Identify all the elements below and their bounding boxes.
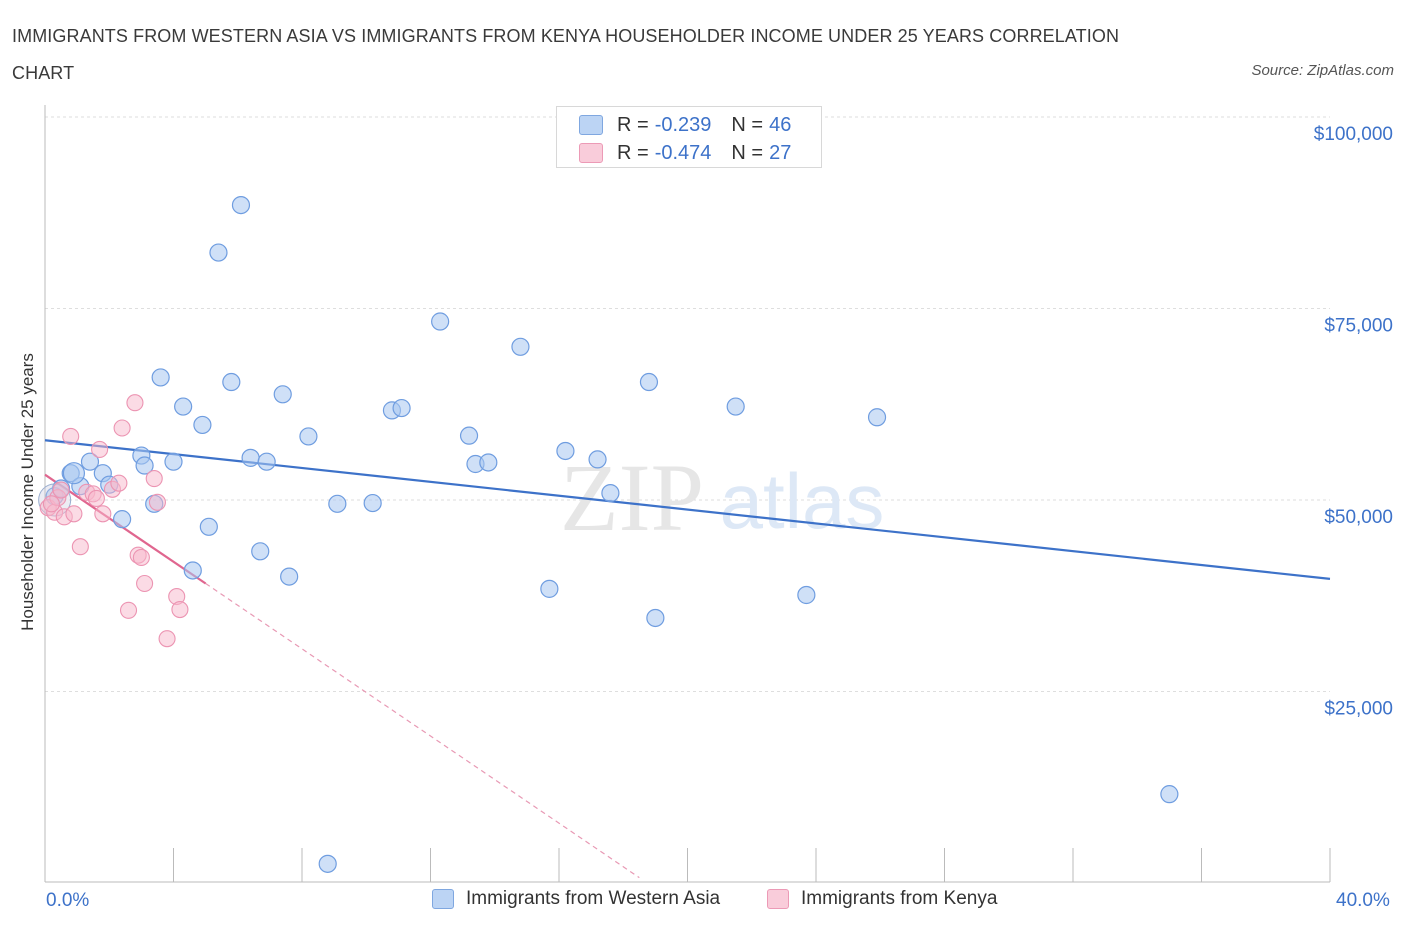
y-tick-label: $50,000: [1324, 507, 1393, 528]
data-point-kenya: [62, 427, 80, 445]
legend-r-value: -0.474: [654, 141, 712, 164]
data-point-western-asia: [328, 494, 347, 513]
data-point-kenya: [136, 574, 154, 593]
data-point-kenya: [171, 600, 189, 619]
legend-n-value: 27: [769, 141, 792, 164]
data-point-western-asia: [209, 243, 228, 262]
data-point-kenya: [158, 630, 176, 648]
data-point-kenya: [113, 419, 131, 437]
watermark-atlas: atlas: [720, 457, 885, 545]
data-point-western-asia: [193, 415, 212, 435]
data-point-western-asia: [257, 452, 276, 471]
data-point-kenya: [42, 495, 60, 513]
legend-swatch-blue: [432, 889, 454, 909]
data-point-kenya: [87, 489, 105, 508]
data-point-kenya: [132, 548, 150, 567]
legend-n-label: N =: [731, 141, 764, 164]
x-tick-min: 0.0%: [46, 890, 90, 911]
data-point-western-asia: [459, 426, 479, 445]
legend-r-label: R =: [617, 141, 649, 164]
chart-title: IMMIGRANTS FROM WESTERN ASIA VS IMMIGRAN…: [12, 26, 1120, 83]
legend-item-western-asia: Immigrants from Western Asia: [432, 888, 720, 910]
data-point-western-asia: [80, 452, 100, 471]
legend-r-value: -0.239: [654, 113, 712, 136]
data-point-western-asia: [273, 385, 292, 404]
data-point-western-asia: [199, 517, 218, 536]
data-point-western-asia: [222, 372, 241, 392]
legend-n-value: 46: [769, 113, 792, 136]
data-point-western-asia: [392, 398, 411, 418]
data-point-western-asia: [511, 337, 530, 356]
series-western-asia: [38, 195, 1179, 873]
data-point-western-asia: [431, 312, 450, 331]
data-point-kenya: [71, 538, 89, 556]
data-point-western-asia: [1160, 785, 1179, 804]
data-point-western-asia: [639, 372, 659, 392]
data-point-western-asia: [540, 579, 559, 598]
axes: [44, 105, 1331, 883]
data-point-western-asia: [135, 456, 154, 475]
series-legend: Immigrants from Western Asia Immigrants …: [0, 888, 1406, 916]
x-tick-max: 40.0%: [1336, 890, 1390, 911]
data-point-western-asia: [280, 567, 299, 586]
y-tick-label: $100,000: [1314, 124, 1393, 145]
y-tick-label: $25,000: [1324, 699, 1393, 720]
legend-label-kenya: Immigrants from Kenya: [801, 888, 998, 909]
data-point-western-asia: [174, 397, 193, 416]
data-point-kenya: [65, 505, 83, 523]
legend-row-kenya: R = -0.474 N = 27: [579, 141, 791, 165]
data-point-western-asia: [363, 493, 382, 513]
data-point-western-asia: [151, 368, 170, 387]
data-point-western-asia: [112, 510, 132, 529]
data-point-western-asia: [231, 195, 251, 215]
series-kenya: [39, 394, 189, 648]
legend-row-western-asia: R = -0.239 N = 46: [579, 113, 791, 137]
y-tick-label: $75,000: [1324, 316, 1393, 337]
data-point-kenya: [52, 481, 70, 499]
data-point-western-asia: [867, 408, 887, 427]
data-point-western-asia: [646, 608, 665, 628]
data-point-kenya: [148, 493, 166, 511]
legend-n-label: N =: [731, 113, 764, 136]
data-point-western-asia: [601, 484, 620, 503]
data-point-western-asia: [318, 854, 337, 873]
data-point-western-asia: [183, 561, 202, 580]
data-point-western-asia: [588, 450, 607, 469]
trend-line-kenya: [44, 473, 207, 585]
data-point-western-asia: [299, 427, 318, 446]
data-point-western-asia: [797, 585, 816, 605]
legend-swatch-pink: [579, 143, 603, 163]
data-point-kenya: [91, 440, 109, 458]
legend-r-label: R =: [617, 113, 649, 136]
legend-item-kenya: Immigrants from Kenya: [767, 888, 997, 910]
data-point-western-asia: [726, 397, 745, 416]
data-point-kenya: [145, 470, 163, 488]
data-point-kenya: [126, 394, 144, 412]
legend-swatch-blue: [579, 115, 603, 135]
data-point-kenya: [110, 474, 128, 492]
data-point-kenya: [94, 505, 112, 523]
data-point-western-asia: [62, 462, 86, 485]
y-tick-labels: $25,000 $50,000 $75,000 $100,000: [1314, 124, 1393, 720]
data-point-western-asia: [251, 542, 270, 561]
data-point-western-asia: [164, 452, 183, 471]
data-point-western-asia: [556, 441, 575, 461]
data-point-western-asia: [241, 448, 260, 467]
y-axis-label: Householder Income Under 25 years: [18, 353, 37, 631]
legend-swatch-pink: [767, 889, 789, 909]
legend-label-western-asia: Immigrants from Western Asia: [466, 888, 721, 909]
data-point-kenya: [119, 601, 138, 619]
source-label: Source: ZipAtlas.com: [1251, 62, 1394, 79]
correlation-legend: R = -0.239 N = 46 R = -0.474 N = 27: [556, 106, 822, 168]
trend-extension-kenya: [205, 582, 640, 879]
watermark: ZIP atlas: [560, 444, 884, 551]
data-point-western-asia: [479, 453, 498, 472]
